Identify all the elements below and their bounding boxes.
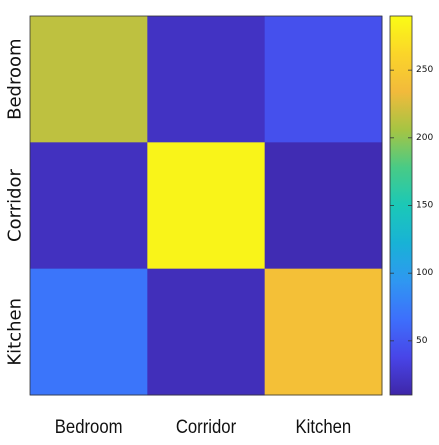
colorbar: 50 100 150 200 250: [389, 15, 433, 396]
colorbar-tick-label-150: 150: [416, 201, 433, 211]
heatmap-cell-kitchen-bedroom: [30, 268, 148, 396]
colorbar-tick-label-250: 250: [416, 65, 433, 75]
row-label-bedroom: Bedroom: [5, 38, 26, 119]
heatmap-cell-bedroom-corridor: [147, 16, 266, 143]
row-labels: Bedroom Corridor Kitchen: [5, 38, 26, 365]
column-label-corridor: Corridor: [176, 416, 236, 437]
heatmap-cells: [30, 16, 383, 396]
heatmap-cell-corridor-kitchen: [264, 142, 383, 270]
column-label-bedroom: Bedroom: [55, 416, 123, 437]
plot-frame: [29, 15, 383, 396]
column-labels: Bedroom Corridor Kitchen: [55, 416, 351, 437]
row-label-corridor: Corridor: [5, 168, 26, 242]
row-label-kitchen: Kitchen: [5, 298, 26, 366]
heatmap-cell-corridor-bedroom: [30, 142, 148, 270]
heatmap-cell-kitchen-corridor: [147, 268, 266, 396]
heatmap-cell-bedroom-bedroom: [30, 16, 148, 143]
colorbar-tick-label-50: 50: [416, 336, 428, 346]
heatmap-cell-corridor-corridor: [147, 142, 266, 270]
heatmap-cell-bedroom-kitchen: [264, 16, 383, 143]
column-label-kitchen: Kitchen: [295, 416, 351, 437]
colorbar-tick-label-100: 100: [416, 268, 433, 278]
heatmap-cell-kitchen-kitchen: [264, 268, 383, 396]
colorbar-tick-label-200: 200: [416, 133, 433, 143]
